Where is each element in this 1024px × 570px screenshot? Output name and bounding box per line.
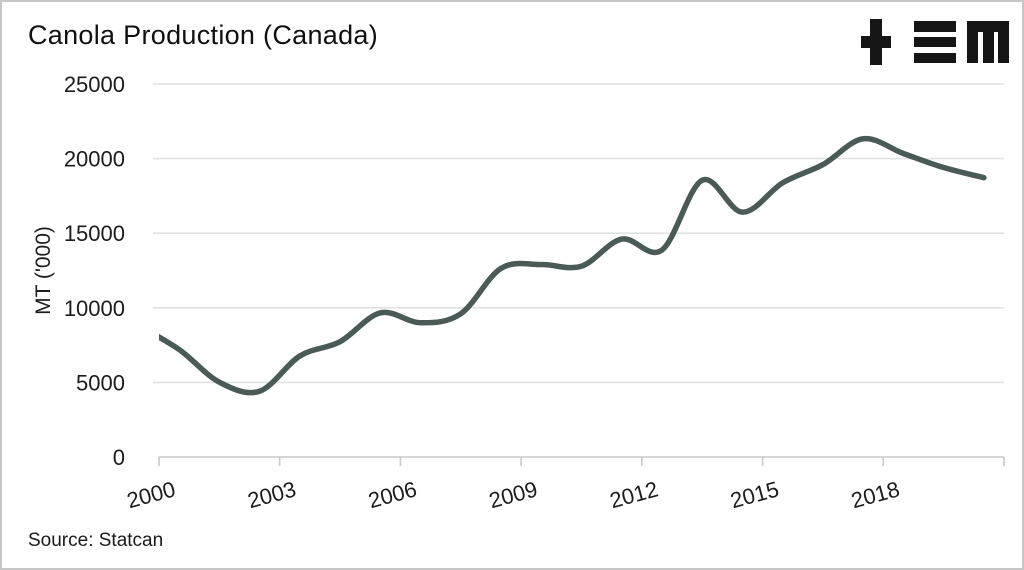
x-tick-label: 2000 <box>124 476 178 513</box>
y-tick-label: 25000 <box>64 72 125 97</box>
tem-logo <box>861 19 1009 65</box>
page-title: Canola Production (Canada) <box>28 20 379 50</box>
x-tick-label: 2009 <box>486 476 540 513</box>
x-tick-label: 2003 <box>245 476 299 513</box>
y-tick-label: 20000 <box>64 147 125 172</box>
source-label: Source: Statcan <box>28 530 164 551</box>
x-tick-label: 2012 <box>607 476 661 513</box>
y-tick-label: 10000 <box>64 296 125 321</box>
triple-bar-icon <box>914 21 956 63</box>
y-tick-label: 0 <box>113 445 125 470</box>
plus-icon <box>861 19 891 65</box>
x-tick-label: 2006 <box>366 476 420 513</box>
y-tick-label: 5000 <box>76 370 125 395</box>
production-line <box>159 135 987 396</box>
x-tick-label: 2018 <box>848 476 902 513</box>
y-tick-label: 15000 <box>64 221 125 246</box>
x-tick-label: 2015 <box>728 476 782 513</box>
y-axis-label: MT ('000) <box>32 226 55 315</box>
m-icon <box>967 21 1009 63</box>
